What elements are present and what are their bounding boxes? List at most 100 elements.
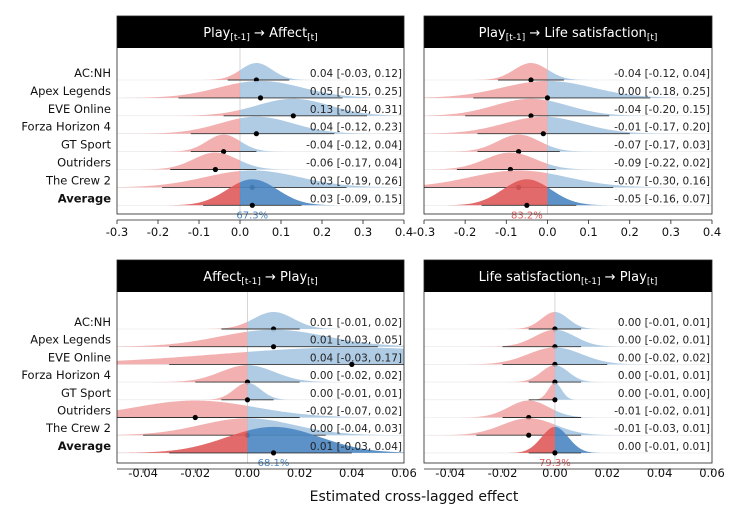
estimate-label: -0.04 [-0.12, 0.04] xyxy=(306,140,402,152)
estimate-label: 0.00 [-0.02, 0.01] xyxy=(618,335,710,347)
density-positive xyxy=(247,347,404,365)
x-tick-label: 0.2 xyxy=(621,225,639,239)
x-tick-label: 0.02 xyxy=(594,466,620,480)
estimate-label: 0.00 [-0.01, 0.01] xyxy=(618,370,710,382)
row-2: 0.00 [-0.18, 0.25] xyxy=(424,80,712,101)
estimate-label: 0.03 [-0.19, 0.26] xyxy=(310,175,402,187)
game-label: GT Sport xyxy=(61,138,112,152)
x-axis-title: Estimated cross-lagged effect xyxy=(310,489,519,505)
row-2: 0.00 [-0.02, 0.01] xyxy=(424,329,712,350)
estimate-label: 0.00 [-0.02, 0.02] xyxy=(310,370,402,382)
x-tick-label: -0.04 xyxy=(435,466,465,480)
row-8: -0.05 [-0.16, 0.07] xyxy=(424,179,712,208)
density-positive xyxy=(554,424,636,436)
row-3: 0.13 [-0.04, 0.31] EVE Online xyxy=(48,98,404,119)
estimate-label: 0.00 [-0.02, 0.02] xyxy=(618,352,710,364)
row-7: 0.03 [-0.19, 0.26] The Crew 2 xyxy=(45,170,404,190)
x-tick-label: 0.04 xyxy=(339,466,365,480)
probability-label: 67.3% xyxy=(236,210,268,221)
x-tick-label: 0.3 xyxy=(662,225,680,239)
x-tick-label: -0.02 xyxy=(180,466,210,480)
density-negative xyxy=(151,182,240,206)
density-negative xyxy=(424,152,548,170)
point-estimate xyxy=(516,149,522,155)
density-negative xyxy=(463,63,548,80)
point-estimate xyxy=(244,397,251,403)
panel-title: Life satisfaction[t-1] → Play[t] xyxy=(479,270,658,287)
estimate-label: -0.01 [-0.03, 0.01] xyxy=(614,423,710,435)
x-tick-label: 0.2 xyxy=(313,225,331,239)
density-negative xyxy=(501,312,555,329)
row-6: -0.06 [-0.17, 0.04] Outriders xyxy=(57,152,404,173)
row-5: 0.00 [-0.01, 0.01] GT Sport xyxy=(61,382,404,403)
estimate-label: -0.01 [-0.17, 0.20] xyxy=(614,122,710,134)
density-negative xyxy=(127,152,240,170)
x-tick-label: 0.4 xyxy=(395,225,413,239)
x-tick-label: -0.2 xyxy=(454,225,476,239)
estimate-label: 0.01 [-0.01, 0.02] xyxy=(310,317,402,329)
x-tick-label: 0.1 xyxy=(272,225,290,239)
game-label: Forza Horizon 4 xyxy=(21,120,111,134)
density-positive xyxy=(247,365,354,383)
density-positive xyxy=(547,100,678,116)
x-tick-label: 0.06 xyxy=(391,466,417,480)
density-positive xyxy=(554,365,609,383)
estimate-label: -0.04 [-0.12, 0.04] xyxy=(614,68,710,80)
point-estimate xyxy=(526,432,532,438)
estimate-label: -0.06 [-0.17, 0.04] xyxy=(306,158,402,170)
game-label: Apex Legends xyxy=(30,84,111,98)
density-negative xyxy=(424,418,555,436)
x-tick-label: 0.0 xyxy=(538,225,556,239)
point-estimate xyxy=(552,397,558,403)
panel-title: Affect[t-1] → Play[t] xyxy=(203,270,317,287)
x-tick-label: -0.02 xyxy=(488,466,518,480)
estimate-label: 0.01 [-0.03, 0.05] xyxy=(310,335,402,347)
density-positive xyxy=(247,382,301,400)
density-positive xyxy=(247,405,404,418)
estimate-label: -0.09 [-0.22, 0.02] xyxy=(614,158,710,170)
density-positive xyxy=(240,179,353,206)
density-positive xyxy=(547,69,599,80)
x-tick-label: 0.4 xyxy=(703,225,721,239)
density-positive xyxy=(547,173,712,188)
point-estimate xyxy=(212,166,218,173)
density-positive xyxy=(247,312,354,329)
density-positive xyxy=(547,80,712,98)
density-negative xyxy=(434,134,548,152)
game-label: EVE Online xyxy=(48,102,111,116)
estimate-label: 0.13 [-0.04, 0.31] xyxy=(310,104,402,116)
point-estimate xyxy=(349,361,355,367)
panel-2: Play[t-1] → Life satisfaction[t] -0.04 [-… xyxy=(413,15,721,239)
density-negative xyxy=(117,351,248,365)
row-5: -0.04 [-0.12, 0.04] GT Sport xyxy=(61,134,404,155)
estimate-label: 0.05 [-0.15, 0.25] xyxy=(310,86,402,98)
point-estimate xyxy=(257,95,264,101)
game-label: Apex Legends xyxy=(30,333,111,347)
density-negative xyxy=(424,98,548,116)
density-positive xyxy=(547,187,624,206)
density-negative xyxy=(528,382,555,400)
density-positive xyxy=(547,163,612,170)
density-positive xyxy=(554,382,582,400)
x-tick-label: 0.00 xyxy=(235,466,261,480)
x-tick-label: 0.02 xyxy=(287,466,313,480)
panel-title: Play[t-1] → Affect[t] xyxy=(203,26,317,43)
x-tick-label: -0.3 xyxy=(413,225,435,239)
panel-border xyxy=(116,15,405,215)
density-positive xyxy=(554,312,609,329)
density-negative xyxy=(474,329,555,347)
estimate-label: 0.00 [-0.01, 0.00] xyxy=(618,388,710,400)
estimate-label: 0.00 [-0.01, 0.01] xyxy=(618,317,710,329)
game-label: Outriders xyxy=(57,404,111,418)
estimate-label: -0.02 [-0.07, 0.02] xyxy=(306,406,402,418)
x-tick-label: -0.04 xyxy=(128,466,158,480)
estimate-label: 0.00 [-0.01, 0.01] xyxy=(618,441,710,453)
panel-border xyxy=(423,15,713,215)
row-2: 0.01 [-0.03, 0.05] Apex Legends xyxy=(30,329,404,350)
estimate-label: 0.03 [-0.09, 0.15] xyxy=(310,193,402,205)
density-negative xyxy=(117,170,240,188)
row-8: 0.00 [-0.01, 0.01] xyxy=(424,426,712,456)
game-label: Average xyxy=(58,439,111,453)
panel-4: Life satisfaction[t-1] → Play[t] 0.00 [-0… xyxy=(423,259,725,480)
